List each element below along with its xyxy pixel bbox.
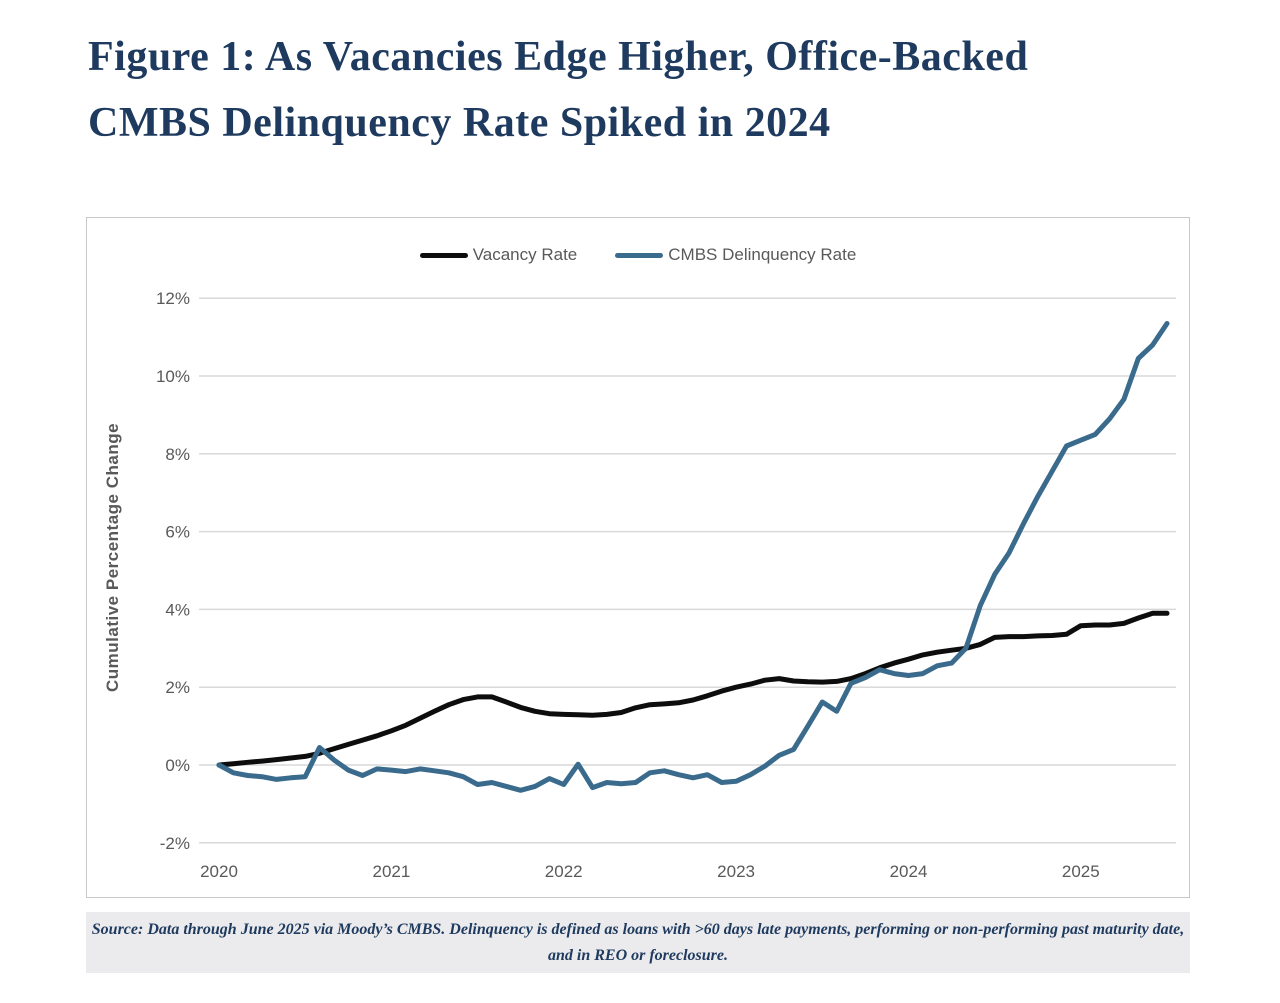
y-tick-label: 8% bbox=[165, 445, 190, 464]
x-tick-label: 2023 bbox=[717, 862, 755, 881]
x-tick-label: 2024 bbox=[890, 862, 928, 881]
legend-label-cmbs-delinquency-rate: CMBS Delinquency Rate bbox=[668, 245, 857, 264]
line-chart-plot: 12% 10% 8% 6% 4% 2% 0% -2% 2020 2021 2022 2023 2024 2… bbox=[156, 289, 1176, 881]
chart-card: Vacancy Rate CMBS Delinquency Rate 12% 10… bbox=[86, 217, 1190, 898]
y-tick-label: -2% bbox=[160, 834, 190, 853]
cmbs-delinquency-rate-line bbox=[216, 321, 1170, 793]
y-tick-label: 0% bbox=[165, 756, 190, 775]
vacancy-rate-line bbox=[216, 610, 1170, 768]
vacancy-rate-swatch bbox=[419, 252, 468, 258]
source-note-line-1: Source: Data through June 2025 via Moody… bbox=[91, 920, 1185, 938]
x-tick-label: 2025 bbox=[1062, 862, 1100, 881]
y-tick-label: 6% bbox=[165, 523, 190, 542]
figure-title-line-1: Figure 1: As Vacancies Edge Higher, Offi… bbox=[88, 34, 1029, 80]
legend-item-vacancy-rate: Vacancy Rate bbox=[419, 245, 578, 265]
source-note-line-2: and in REO or foreclosure. bbox=[547, 946, 729, 964]
y-tick-label: 4% bbox=[165, 600, 190, 619]
figure-title: Figure 1: As Vacancies Edge Higher, Offi… bbox=[88, 24, 1208, 156]
x-tick-label: 2021 bbox=[372, 862, 410, 881]
legend-label-vacancy-rate: Vacancy Rate bbox=[472, 245, 578, 264]
x-tick-label: 2022 bbox=[545, 862, 583, 881]
y-tick-label: 12% bbox=[156, 289, 190, 308]
cmbs-delinquency-rate-swatch bbox=[615, 252, 664, 258]
chart-legend: Vacancy Rate CMBS Delinquency Rate bbox=[87, 245, 1189, 265]
y-tick-label: 10% bbox=[156, 367, 190, 386]
legend-item-cmbs-delinquency-rate: CMBS Delinquency Rate bbox=[615, 245, 856, 265]
y-axis-title: Cumulative Percentage Change bbox=[103, 422, 122, 693]
x-tick-label: 2020 bbox=[200, 862, 238, 881]
source-note: Source: Data through June 2025 via Moody… bbox=[86, 912, 1190, 973]
y-tick-label: 2% bbox=[165, 678, 190, 697]
figure-title-line-2: CMBS Delinquency Rate Spiked in 2024 bbox=[88, 100, 831, 146]
